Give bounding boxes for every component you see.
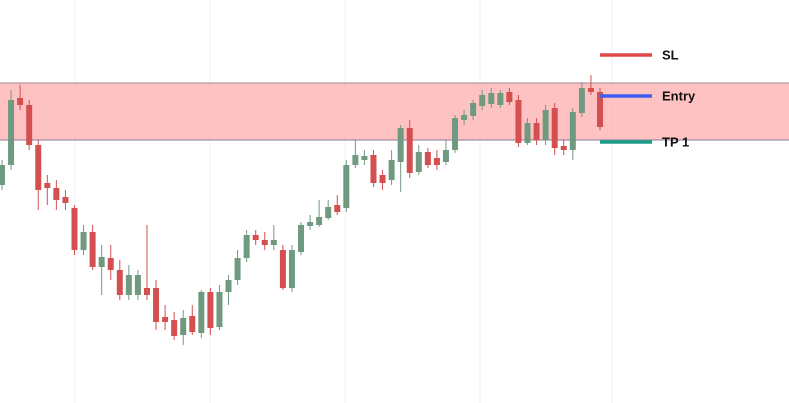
candle-body — [89, 232, 96, 267]
candle-body — [442, 150, 449, 162]
level-label: SL — [662, 47, 679, 62]
candle-body — [479, 95, 486, 106]
candle-body — [524, 123, 531, 143]
candle-body — [433, 158, 440, 165]
candle-body — [424, 152, 431, 165]
candle-body — [307, 222, 314, 226]
candle-body — [406, 128, 413, 173]
candle-body — [189, 316, 196, 332]
candle-body — [497, 93, 504, 105]
candle-body — [180, 318, 187, 335]
candle-body — [53, 188, 60, 200]
candle-body — [125, 275, 132, 295]
candle-body — [569, 112, 576, 150]
candle-body — [171, 320, 178, 336]
candle-body — [551, 108, 558, 148]
candle-body — [587, 88, 594, 92]
candle-body — [225, 280, 232, 292]
candle-body — [26, 105, 33, 145]
candle-body — [0, 165, 5, 185]
candle-body — [35, 145, 42, 190]
candle-body — [515, 100, 522, 143]
candle-body — [216, 292, 223, 327]
candle-body — [488, 93, 495, 104]
candle-body — [116, 270, 123, 295]
candle-body — [316, 217, 323, 225]
candle-body — [379, 175, 386, 183]
candle-body — [261, 240, 268, 245]
candle-body — [542, 110, 549, 140]
candle-body — [325, 207, 332, 218]
candle-body — [153, 288, 160, 322]
candle-body — [270, 240, 277, 245]
candle-body — [8, 100, 15, 165]
candle-body — [207, 292, 214, 328]
candle-body — [107, 258, 114, 270]
candle-body — [44, 183, 51, 188]
candle-body — [252, 235, 259, 240]
candle-body — [352, 155, 359, 165]
candle-body — [370, 155, 377, 183]
candle-body — [560, 146, 567, 150]
candle-body — [506, 92, 513, 102]
candle-body — [334, 205, 341, 212]
candle-body — [162, 317, 169, 322]
candle-body — [98, 257, 105, 267]
candle-body — [288, 250, 295, 288]
candle-body — [470, 103, 477, 116]
candle-body — [17, 98, 24, 105]
candle-body — [533, 123, 540, 140]
candle-body — [234, 258, 241, 280]
candle-body — [71, 208, 78, 250]
candle-body — [597, 92, 603, 127]
candle-body — [578, 88, 585, 113]
candle-body — [415, 152, 422, 172]
candle-body — [298, 225, 304, 252]
candle-body — [243, 235, 250, 258]
candle-body — [361, 156, 368, 160]
level-label: TP 1 — [662, 134, 689, 149]
candle-body — [279, 250, 286, 288]
candle-body — [388, 160, 395, 180]
candle-body — [397, 128, 404, 162]
level-label: Entry — [662, 88, 696, 103]
candle-body — [143, 288, 150, 295]
candle-body — [452, 118, 459, 150]
candle-body — [80, 232, 87, 250]
candle-body — [134, 275, 141, 295]
zone — [0, 83, 789, 140]
candle-body — [461, 115, 468, 120]
candle-body — [198, 292, 205, 333]
candle-body — [343, 165, 350, 208]
candle-body — [62, 197, 69, 203]
